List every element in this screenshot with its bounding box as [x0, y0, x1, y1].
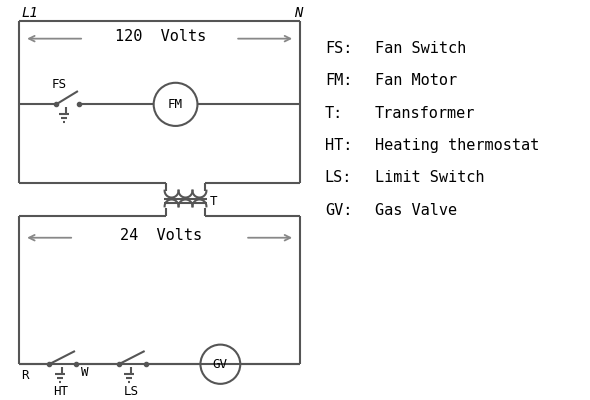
Text: Gas Valve: Gas Valve — [375, 203, 457, 218]
Text: Fan Motor: Fan Motor — [375, 73, 457, 88]
Text: FM: FM — [168, 98, 183, 111]
Text: FS:: FS: — [325, 41, 352, 56]
Text: HT: HT — [53, 385, 68, 398]
Text: 24  Volts: 24 Volts — [120, 228, 202, 243]
Text: Fan Switch: Fan Switch — [375, 41, 466, 56]
Text: W: W — [81, 366, 88, 378]
Text: GV: GV — [213, 358, 228, 371]
Text: 120  Volts: 120 Volts — [115, 29, 206, 44]
Text: R: R — [21, 370, 29, 382]
Text: L1: L1 — [21, 6, 38, 20]
Text: FM:: FM: — [325, 73, 352, 88]
Text: N: N — [294, 6, 302, 20]
Text: GV:: GV: — [325, 203, 352, 218]
Text: LS: LS — [124, 385, 139, 398]
Text: Limit Switch: Limit Switch — [375, 170, 484, 186]
Text: HT:: HT: — [325, 138, 352, 153]
Text: T:: T: — [325, 106, 343, 121]
Text: T: T — [209, 195, 217, 208]
Text: LS:: LS: — [325, 170, 352, 186]
Text: Heating thermostat: Heating thermostat — [375, 138, 539, 153]
Text: FS: FS — [51, 78, 67, 91]
Text: Transformer: Transformer — [375, 106, 475, 121]
